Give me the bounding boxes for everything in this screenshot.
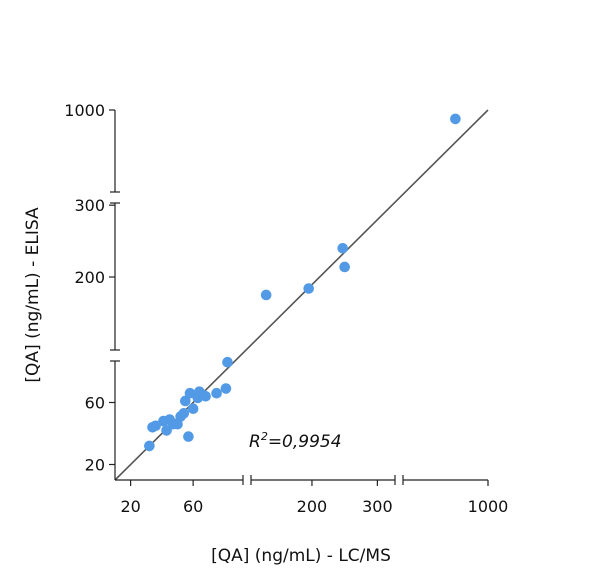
- data-point: [187, 403, 199, 415]
- data-point: [184, 387, 196, 399]
- data-point: [144, 440, 155, 452]
- y-tick-label: 20: [85, 456, 105, 475]
- y-axis-title: [QA] (ng/mL) - ELISA: [23, 207, 43, 383]
- x-axis-title: [QA] (ng/mL) - LC/MS: [211, 546, 391, 566]
- x-tick-label: 300: [362, 497, 393, 516]
- r-squared-exponent: 2: [261, 430, 268, 443]
- data-point: [260, 289, 272, 301]
- data-point: [150, 420, 161, 432]
- r-squared-letter: R: [249, 432, 261, 452]
- data-point: [222, 356, 233, 368]
- data-point: [303, 283, 314, 294]
- data-point: [183, 431, 194, 442]
- x-tick-label: 60: [183, 497, 203, 516]
- data-point: [220, 383, 232, 394]
- r-squared-annotation: R2=0,9954: [249, 430, 342, 452]
- data-point: [211, 387, 222, 399]
- data-point: [178, 408, 190, 419]
- x-tick-label: 20: [120, 497, 140, 516]
- x-tick-label: 200: [297, 497, 328, 516]
- y-tick-label: 60: [85, 394, 105, 413]
- y-tick-label: 300: [74, 196, 105, 215]
- data-point: [450, 113, 461, 125]
- y-tick-label: 1000: [64, 101, 105, 120]
- data-point: [200, 391, 211, 402]
- data-point: [180, 395, 191, 407]
- x-tick-label: 1000: [468, 497, 509, 516]
- r-squared-value: =0,9954: [268, 432, 342, 452]
- y-tick-label: 200: [74, 268, 105, 287]
- data-point: [337, 242, 349, 254]
- data-point: [339, 261, 350, 273]
